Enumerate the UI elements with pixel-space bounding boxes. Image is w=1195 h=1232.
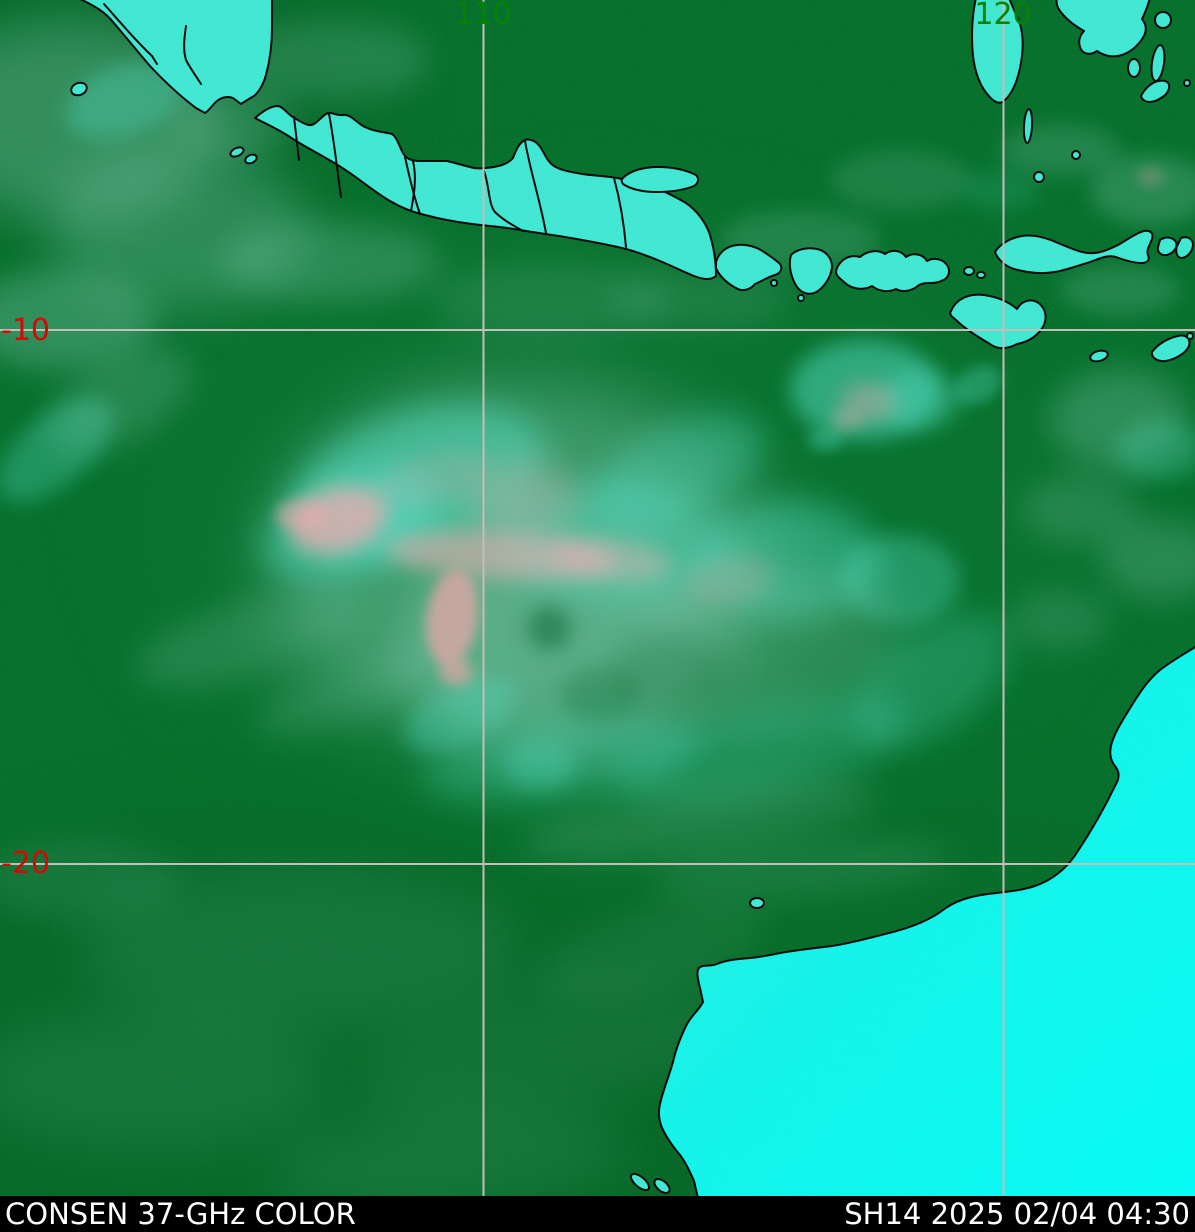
- graticule: [0, 0, 1195, 1196]
- annotation-bar: CONSEN 37-GHz COLOR SH14 2025 02/04 04:3…: [0, 1196, 1195, 1232]
- product-name-label: CONSEN 37-GHz COLOR: [5, 1197, 356, 1231]
- storm-datetime-label: SH14 2025 02/04 04:30: [844, 1197, 1190, 1231]
- satellite-map: 110 120 -10 -20: [0, 0, 1195, 1196]
- satellite-image-canvas: [0, 0, 1195, 1196]
- grain-overlay: [0, 0, 1195, 1196]
